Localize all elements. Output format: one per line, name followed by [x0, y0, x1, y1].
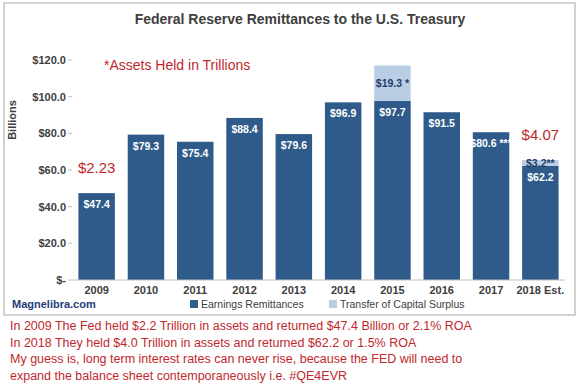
annotation: $2.23	[78, 159, 116, 176]
data-label: $62.2	[527, 171, 553, 183]
y-tick-label: $80.0	[38, 127, 66, 139]
data-label: $97.7	[379, 106, 405, 118]
y-tick-label: $100.0	[32, 91, 66, 103]
bar	[374, 101, 410, 280]
x-tick-label: 2015	[380, 284, 404, 296]
source: Magnelibra.com	[12, 298, 96, 310]
legend-swatch	[190, 300, 198, 308]
note: In 2009 The Fed held $2.2 Trillion in as…	[10, 319, 473, 333]
y-tick-label: $20.0	[38, 237, 66, 249]
bar	[128, 135, 164, 280]
bar	[78, 193, 114, 280]
x-tick-label: 2009	[84, 284, 108, 296]
bars	[78, 66, 558, 281]
data-label: $91.5	[429, 117, 455, 129]
x-tick-label: 2010	[134, 284, 158, 296]
x-tick-label: 2017	[479, 284, 503, 296]
y-tick	[68, 243, 72, 244]
data-label: $75.4	[182, 147, 208, 159]
annotation: *Assets Held in Trillions	[104, 57, 250, 73]
bar	[522, 166, 558, 280]
data-label: $79.6	[281, 139, 307, 151]
x-axis	[72, 280, 565, 281]
y-tick	[68, 60, 72, 61]
x-tick-label: 2011	[183, 284, 207, 296]
data-label: $47.4	[84, 198, 110, 210]
bar	[473, 132, 509, 280]
data-label: $3.2**	[526, 157, 556, 169]
y-tick-label: $-	[56, 274, 66, 286]
bar	[424, 112, 460, 280]
note: expand the balance sheet contemporaneous…	[10, 369, 347, 383]
y-tick-label: $60.0	[38, 164, 66, 176]
annotation: $4.07	[522, 126, 560, 143]
legend-label: Transfer of Capital Surplus	[340, 298, 465, 310]
x-tick-label: 2013	[282, 284, 306, 296]
x-tick-label: 2018 Est.	[516, 284, 564, 296]
legend-label: Earnings Remittances	[201, 298, 304, 310]
chart-frame	[4, 3, 575, 315]
y-tick	[68, 170, 72, 171]
labels: $47.4 $79.3 $75.4 $88.4 $79.6 $96.9 $97.7 $19.3…	[84, 77, 556, 210]
y-tick	[68, 280, 72, 281]
title: Federal Reserve Remittances to the U.S. …	[135, 11, 466, 27]
data-label: $96.9	[330, 107, 356, 119]
x-tick-label: 2012	[232, 284, 256, 296]
bar	[325, 102, 361, 280]
y-axis-title: Billions	[6, 100, 18, 140]
y-tick-label: $40.0	[38, 201, 66, 213]
note: My guess is, long term interest rates ca…	[10, 352, 462, 366]
legend-swatch	[329, 300, 337, 308]
data-label: $88.4	[231, 123, 257, 135]
x-tick-label: 2014	[331, 284, 356, 296]
chart: Federal Reserve Remittances to the U.S. …	[0, 0, 580, 391]
data-label: $19.3 *	[376, 77, 410, 89]
x-tick-label: 2016	[430, 284, 454, 296]
bar	[374, 66, 410, 101]
y-tick	[68, 133, 72, 134]
y-tick-label: $120.0	[32, 54, 66, 66]
data-label: $80.6 ***	[470, 137, 512, 149]
bar	[226, 118, 262, 280]
y-tick	[68, 96, 72, 97]
y-tick	[68, 206, 72, 207]
note: In 2018 They held $4.0 Trillion in asset…	[10, 336, 417, 350]
bar	[177, 142, 213, 280]
data-label: $79.3	[133, 140, 159, 152]
bar	[276, 134, 312, 280]
